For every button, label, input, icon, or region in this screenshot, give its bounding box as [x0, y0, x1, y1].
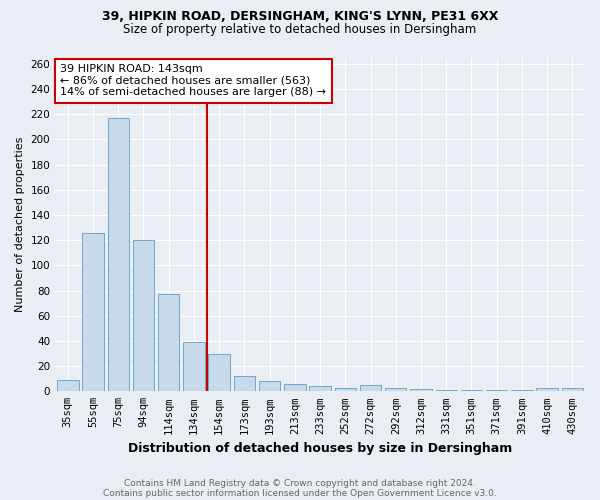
Text: 39, HIPKIN ROAD, DERSINGHAM, KING'S LYNN, PE31 6XX: 39, HIPKIN ROAD, DERSINGHAM, KING'S LYNN…: [102, 10, 498, 23]
Bar: [385, 388, 406, 392]
Bar: [284, 384, 305, 392]
Bar: [486, 390, 508, 392]
Bar: [259, 381, 280, 392]
Text: Size of property relative to detached houses in Dersingham: Size of property relative to detached ho…: [124, 22, 476, 36]
Bar: [461, 390, 482, 392]
Bar: [57, 380, 79, 392]
Bar: [107, 118, 129, 392]
Text: 39 HIPKIN ROAD: 143sqm
← 86% of detached houses are smaller (563)
14% of semi-de: 39 HIPKIN ROAD: 143sqm ← 86% of detached…: [61, 64, 326, 98]
Bar: [511, 390, 533, 392]
Bar: [335, 388, 356, 392]
Text: Contains public sector information licensed under the Open Government Licence v3: Contains public sector information licen…: [103, 488, 497, 498]
Bar: [183, 342, 205, 392]
Bar: [410, 389, 432, 392]
Bar: [82, 232, 104, 392]
Bar: [360, 385, 381, 392]
Text: Contains HM Land Registry data © Crown copyright and database right 2024.: Contains HM Land Registry data © Crown c…: [124, 478, 476, 488]
Bar: [208, 354, 230, 392]
Bar: [158, 294, 179, 392]
Bar: [562, 388, 583, 392]
Bar: [536, 388, 558, 392]
X-axis label: Distribution of detached houses by size in Dersingham: Distribution of detached houses by size …: [128, 442, 512, 455]
Y-axis label: Number of detached properties: Number of detached properties: [15, 136, 25, 312]
Bar: [310, 386, 331, 392]
Bar: [233, 376, 255, 392]
Bar: [436, 390, 457, 392]
Bar: [133, 240, 154, 392]
